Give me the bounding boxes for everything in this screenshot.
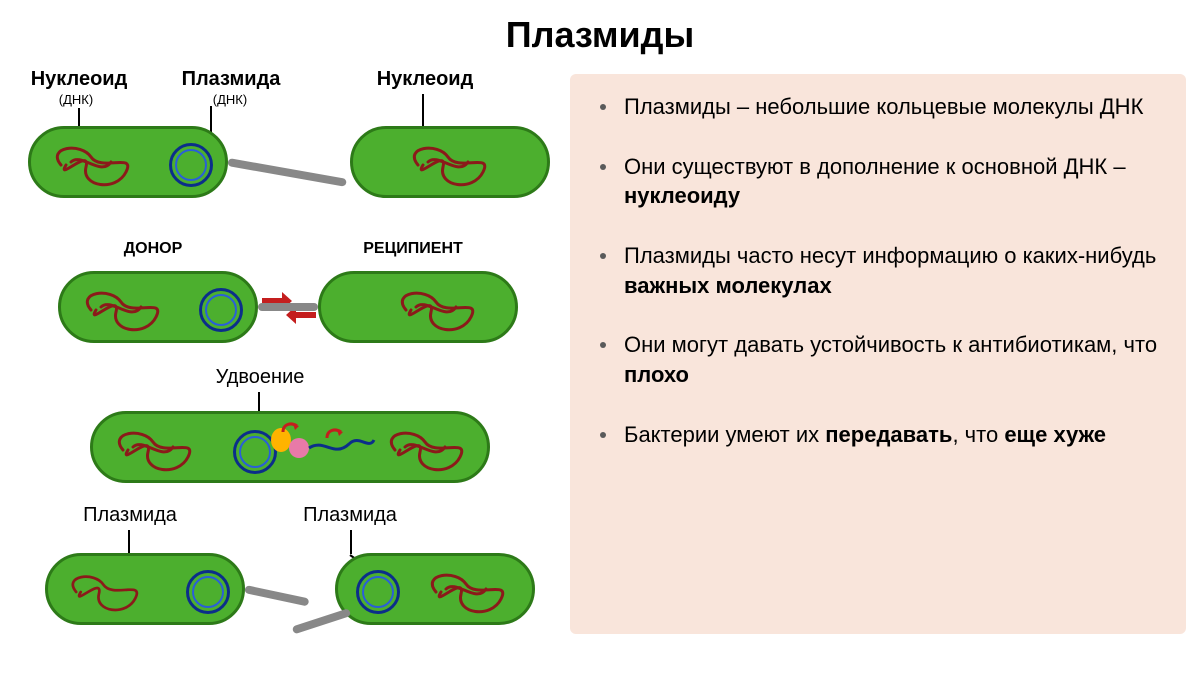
bullet-item: Бактерии умеют их передавать, что еще ху… — [600, 420, 1162, 450]
pilus — [244, 585, 309, 606]
transfer-machinery-icon — [269, 420, 379, 480]
plasmid-inner-icon — [239, 436, 271, 468]
pilus — [258, 303, 318, 311]
bullet-text: Плазмиды – небольшие кольцевые молекулы … — [624, 92, 1162, 122]
nucleoid-icon — [416, 564, 526, 620]
label-dna-left: (ДНК) — [46, 92, 106, 107]
bullet-dot-icon — [600, 104, 606, 110]
bullet-dot-icon — [600, 342, 606, 348]
bullet-text: Они могут давать устойчивость к антибиот… — [624, 330, 1162, 389]
plasmid-inner-icon — [175, 149, 207, 181]
label-recipient: РЕЦИПИЕНТ — [348, 240, 478, 258]
label-donor: ДОНОР — [108, 240, 198, 258]
donor-bacterium — [58, 271, 258, 343]
donor-bacterium — [28, 126, 228, 198]
label-plasmid-top: Плазмида — [176, 68, 286, 91]
leader-line — [350, 530, 352, 554]
bullet-item: Плазмиды часто несут информацию о каких-… — [600, 241, 1162, 300]
bullet-dot-icon — [600, 164, 606, 170]
nucleoid-icon — [103, 422, 213, 478]
nucleoid-icon — [375, 422, 485, 478]
main-content: Нуклеоид (ДНК) Плазмида (ДНК) Нуклеоид Д… — [0, 66, 1200, 671]
plasmid-inner-icon — [192, 576, 224, 608]
donor-bacterium — [45, 553, 245, 625]
pilus — [227, 158, 347, 187]
plasmid-inner-icon — [205, 294, 237, 326]
label-duplication: Удвоение — [200, 366, 320, 389]
info-panel: Плазмиды – небольшие кольцевые молекулы … — [570, 74, 1186, 634]
bullet-text: Они существуют в дополнение к основной Д… — [624, 152, 1162, 211]
bullet-dot-icon — [600, 253, 606, 259]
bullet-text: Бактерии умеют их передавать, что еще ху… — [624, 420, 1162, 450]
bullet-text: Плазмиды часто несут информацию о каких-… — [624, 241, 1162, 300]
recipient-bacterium — [350, 126, 550, 198]
label-dna-plasmid: (ДНК) — [200, 92, 260, 107]
nucleoid-icon — [58, 564, 158, 620]
joined-bacteria — [90, 411, 490, 483]
nucleoid-icon — [41, 137, 151, 193]
plasmid-inner-icon — [362, 576, 394, 608]
label-plasmid-bottom-left: Плазмида — [70, 504, 190, 527]
recipient-bacterium — [318, 271, 518, 343]
page-title: Плазмиды — [0, 0, 1200, 66]
nucleoid-icon — [381, 282, 501, 338]
label-plasmid-bottom-right: Плазмида — [290, 504, 410, 527]
pilus — [292, 608, 352, 634]
bullet-item: Они могут давать устойчивость к антибиот… — [600, 330, 1162, 389]
bullet-item: Они существуют в дополнение к основной Д… — [600, 152, 1162, 211]
label-nucleoid-right: Нуклеоид — [370, 68, 480, 91]
label-nucleoid-left: Нуклеоид — [24, 68, 134, 91]
nucleoid-icon — [71, 282, 181, 338]
recipient-bacterium-now-donor — [335, 553, 535, 625]
bullet-dot-icon — [600, 432, 606, 438]
conjugation-diagram: Нуклеоид (ДНК) Плазмида (ДНК) Нуклеоид Д… — [0, 66, 570, 646]
nucleoid-icon — [393, 137, 513, 193]
bullet-item: Плазмиды – небольшие кольцевые молекулы … — [600, 92, 1162, 122]
